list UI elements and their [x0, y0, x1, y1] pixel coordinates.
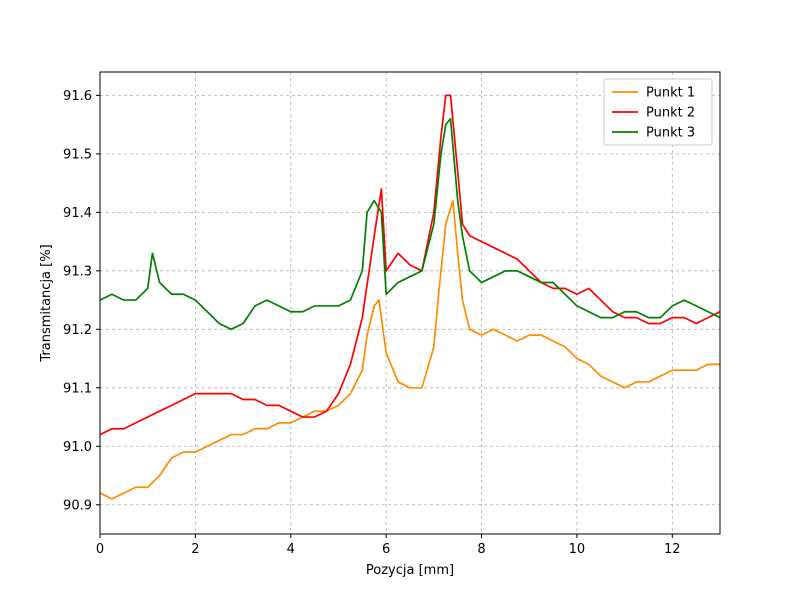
y-tick-label: 91.5	[63, 147, 92, 162]
legend: Punkt 1 Punkt 2 Punkt 3	[603, 78, 713, 146]
x-tick-label: 10	[569, 542, 586, 557]
legend-label-3: Punkt 3	[646, 126, 695, 141]
x-tick-label: 8	[477, 542, 485, 557]
y-tick-label: 91.6	[63, 89, 92, 104]
y-tick-label: 91.4	[63, 206, 92, 221]
series-line-2	[99, 94, 721, 436]
x-tick-label: 6	[382, 542, 390, 557]
series-line-1	[99, 199, 720, 500]
x-tick-label: 4	[287, 542, 295, 557]
y-tick-label: 91.3	[63, 264, 92, 279]
legend-label-1: Punkt 1	[646, 86, 695, 101]
legend-label-2: Punkt 2	[646, 106, 695, 121]
series-lines	[99, 94, 721, 500]
x-tick-label: 2	[191, 542, 199, 557]
y-tick-label: 91.0	[63, 440, 92, 455]
x-axis-label: Pozycja [mm]	[366, 563, 454, 578]
x-tick-label: 12	[664, 542, 681, 557]
plot-frame	[99, 71, 721, 535]
y-tick-label: 91.1	[63, 381, 92, 396]
y-axis-ticks: 90.9 91.0 91.1 91.2 91.3 91.4 91.5 91.6	[63, 89, 100, 513]
legend-box	[603, 78, 713, 146]
series-line-3	[99, 117, 721, 331]
x-tick-label: 0	[96, 542, 104, 557]
x-axis-ticks: 0 2 4 6 8 10 12	[96, 534, 681, 557]
y-tick-label: 90.9	[63, 498, 92, 513]
y-tick-label: 91.2	[63, 323, 92, 338]
y-axis-label: Transmitancja [%]	[39, 244, 54, 362]
